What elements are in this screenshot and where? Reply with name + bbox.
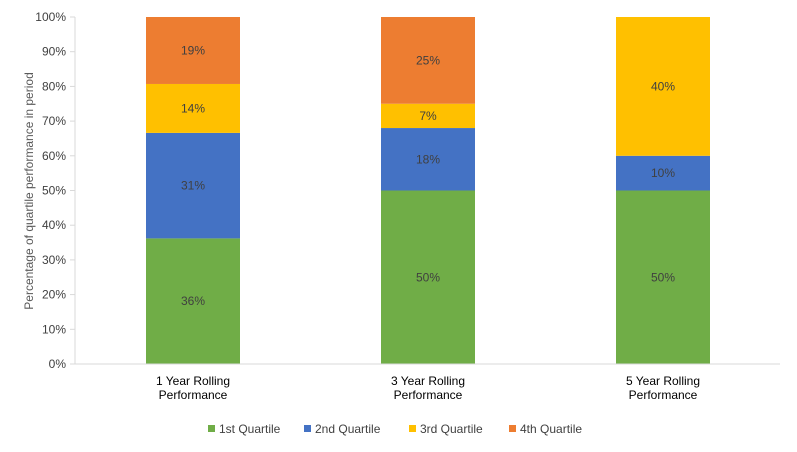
- bar-segment: [381, 128, 475, 191]
- bar-segment: [616, 155, 710, 191]
- y-tick-label: 90%: [42, 45, 66, 59]
- legend-swatch: [304, 425, 311, 432]
- bar-segment: [146, 17, 240, 84]
- data-label: 40%: [651, 79, 675, 93]
- bar-segment: [146, 83, 240, 133]
- legend-label: 4th Quartile: [520, 422, 582, 436]
- data-label: 19%: [181, 43, 205, 57]
- data-label: 50%: [416, 270, 440, 284]
- data-label: 50%: [651, 270, 675, 284]
- x-tick-label: 3 Year Rolling: [391, 374, 465, 388]
- legend-swatch: [509, 425, 516, 432]
- y-tick-label: 20%: [42, 288, 66, 302]
- x-tick-label: Performance: [159, 388, 228, 402]
- legend-swatch: [208, 425, 215, 432]
- x-tick-label: 5 Year Rolling: [626, 374, 700, 388]
- y-tick-label: 0%: [49, 357, 67, 371]
- y-tick-label: 70%: [42, 114, 66, 128]
- data-label: 31%: [181, 179, 205, 193]
- y-tick-label: 100%: [35, 10, 66, 24]
- y-tick-label: 50%: [42, 184, 66, 198]
- data-label: 7%: [419, 109, 437, 123]
- legend-swatch: [409, 425, 416, 432]
- y-axis-title: Percentage of quartile performance in pe…: [22, 72, 36, 309]
- bar-segment: [381, 190, 475, 364]
- x-tick-label: Performance: [394, 388, 463, 402]
- legend: 1st Quartile 2nd Quartile 3rd Quartile 4th …: [208, 422, 582, 436]
- legend-label: 2nd Quartile: [315, 422, 381, 436]
- bar-segment: [146, 132, 240, 239]
- legend-label: 3rd Quartile: [420, 422, 483, 436]
- data-label: 10%: [651, 166, 675, 180]
- data-label: 36%: [181, 294, 205, 308]
- bar-segment: [381, 103, 475, 129]
- bar-segment: [146, 238, 240, 364]
- bar-segment: [616, 17, 710, 156]
- y-tick-label: 10%: [42, 322, 66, 336]
- bar-segment: [616, 190, 710, 364]
- y-tick-label: 60%: [42, 149, 66, 163]
- y-tick-label: 30%: [42, 253, 66, 267]
- data-label: 25%: [416, 53, 440, 67]
- legend-label: 1st Quartile: [219, 422, 281, 436]
- y-axis: 0% 10% 20% 30% 40% 50% 60% 70% 80% 90% 100%: [35, 10, 76, 371]
- bars: 36% 31% 14% 19% 50% 18% 7% 25% 50% 10% 40%: [146, 17, 710, 364]
- x-tick-label: 1 Year Rolling: [156, 374, 230, 388]
- bar-segment: [381, 17, 475, 104]
- data-label: 18%: [416, 152, 440, 166]
- data-label: 14%: [181, 101, 205, 115]
- y-tick-label: 40%: [42, 218, 66, 232]
- x-tick-label: Performance: [629, 388, 698, 402]
- y-tick-label: 80%: [42, 79, 66, 93]
